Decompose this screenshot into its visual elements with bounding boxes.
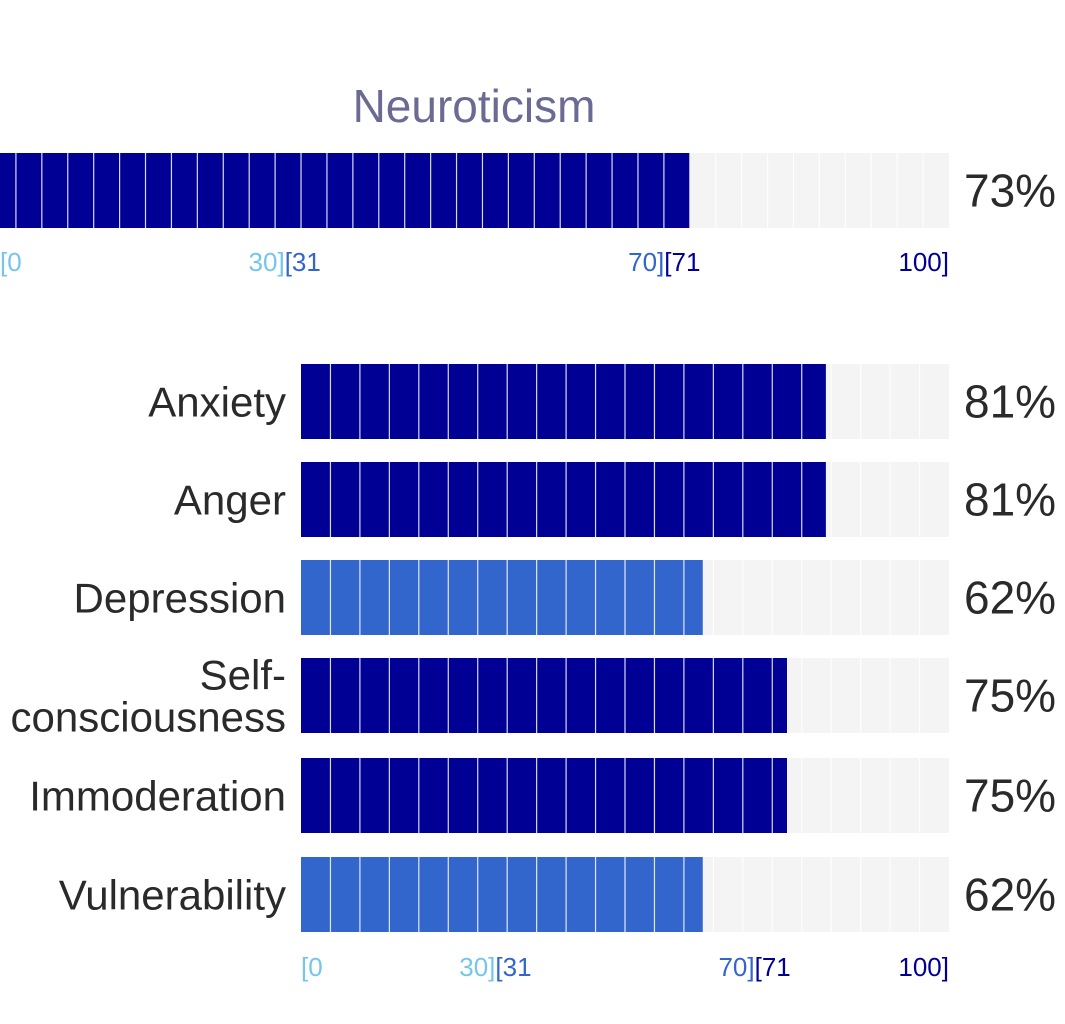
bar-immoderation [301,758,787,833]
range-tick-label: 30] [249,247,285,277]
value-label-vulnerability: 62% [964,869,1056,921]
bar-vulnerability [301,857,703,932]
value-label-anxiety: 81% [964,376,1056,428]
bar-depression [301,560,703,635]
range-tick-label: [71 [664,247,700,277]
category-label-anger: Anger [174,477,286,524]
bar-self-consciousness [301,658,787,733]
range-tick-label: 70] [628,247,664,277]
value-label-immoderation: 75% [964,770,1056,822]
range-tick-label: [31 [495,952,531,982]
category-label-immoderation: Immoderation [29,773,286,820]
range-tick-label: [0 [0,247,22,277]
range-tick-label: [0 [301,952,323,982]
range-tick-label: 100] [898,952,949,982]
value-label-neuroticism: 73% [964,165,1056,217]
range-tick-label: 70] [718,952,754,982]
category-label-depression: Depression [74,575,286,622]
chart-title: Neuroticism [353,80,596,132]
bar-anxiety [301,364,826,439]
bar-neuroticism [0,153,691,228]
category-label-vulnerability: Vulnerability [59,872,286,919]
range-tick-label: [31 [285,247,321,277]
value-label-self-consciousness: 75% [964,670,1056,722]
range-tick-label: [71 [755,952,791,982]
value-label-anger: 81% [964,474,1056,526]
range-tick-label: 30] [459,952,495,982]
value-label-depression: 62% [964,572,1056,624]
category-label-anxiety: Anxiety [148,379,286,426]
category-label-self-consciousness: Self- [200,652,286,699]
bar-anger [301,462,826,537]
category-label-self-consciousness: consciousness [11,694,286,741]
range-tick-label: 100] [898,247,949,277]
